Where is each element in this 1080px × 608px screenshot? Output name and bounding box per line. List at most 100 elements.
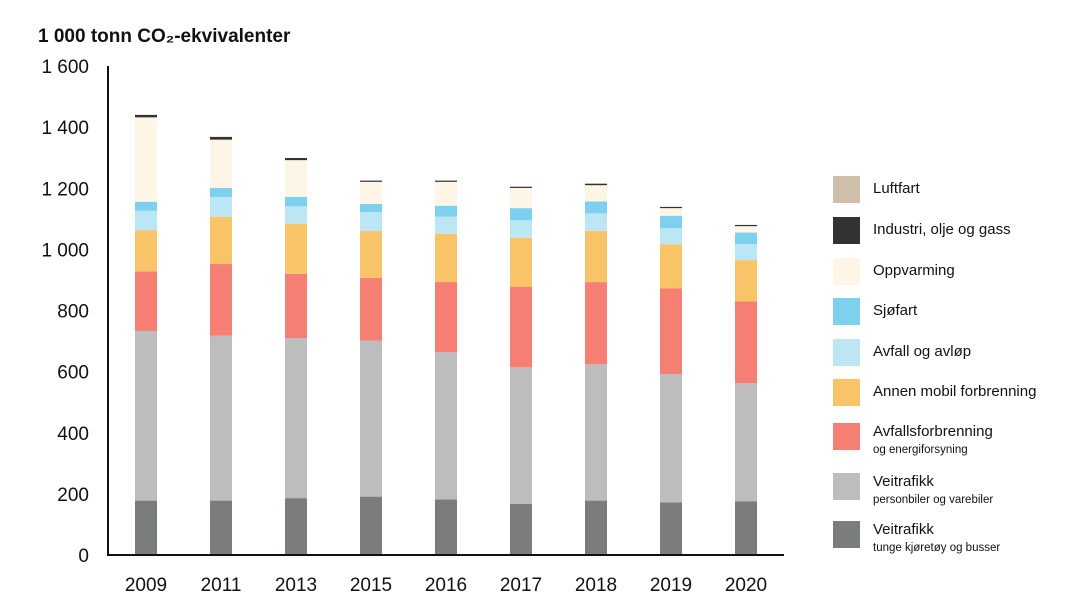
- bar-segment: [585, 282, 607, 365]
- chart-title: 1 000 tonn CO₂-ekvivalenter: [38, 26, 291, 47]
- legend-label: Oppvarming: [873, 262, 955, 279]
- bar-segment: [585, 201, 607, 214]
- x-tick-label: 2017: [500, 575, 542, 596]
- bar-segment: [435, 180, 457, 182]
- legend-sublabel: tunge kjøretøy og busser: [873, 542, 1001, 554]
- bar-segment: [735, 232, 757, 245]
- legend-swatch: [833, 521, 860, 548]
- bar-segment: [435, 181, 457, 206]
- legend-text: Veitrafikk tunge kjøretøy og busser: [873, 521, 1000, 557]
- legend-swatch: [833, 217, 860, 244]
- legend-text: Veitrafikk personbiler og varebiler: [873, 473, 993, 509]
- bar-segment: [360, 203, 382, 213]
- bar-segment: [135, 117, 157, 202]
- bar-segment: [510, 220, 532, 238]
- bar-segment: [135, 271, 157, 331]
- legend-item: Avfallsforbrenning og energiforsyning: [833, 423, 993, 459]
- bar-segment: [435, 216, 457, 234]
- bar-segment: [735, 501, 757, 555]
- legend-label: Veitrafikk: [873, 521, 934, 538]
- legend-label: Annen mobil forbrenning: [873, 383, 1037, 400]
- y-tick-label: 1 400: [41, 118, 89, 139]
- bar-segment: [660, 206, 682, 209]
- bar-segment: [135, 500, 157, 555]
- bar-segment: [285, 160, 307, 197]
- legend-item: Avfall og avløp: [833, 339, 971, 366]
- legend-text: Avfallsforbrenning og energiforsyning: [873, 423, 993, 459]
- bar-segment: [135, 114, 157, 118]
- legend-label: Sjøfart: [873, 302, 918, 319]
- y-tick-label: 1 000: [41, 240, 89, 261]
- bar-segment: [435, 282, 457, 353]
- bar-segment: [510, 237, 532, 287]
- legend-item: Luftfart: [833, 176, 920, 203]
- legend-item: Annen mobil forbrenning: [833, 379, 1036, 406]
- bar-segment: [210, 197, 232, 217]
- legend-swatch: [833, 298, 860, 325]
- bar-segment: [435, 352, 457, 500]
- legend-swatch: [833, 339, 860, 366]
- bar-segment: [510, 286, 532, 368]
- y-tick-label: 200: [57, 485, 89, 506]
- bar-segment: [735, 224, 757, 227]
- bar-segment: [360, 231, 382, 278]
- bar-segment: [735, 226, 757, 233]
- legend-text: Industri, olje og gass: [873, 217, 1011, 239]
- legend-item: Oppvarming: [833, 258, 955, 285]
- bar-segment: [210, 216, 232, 265]
- legend-label: Avfallsforbrenning: [873, 423, 993, 440]
- bar-segment: [135, 210, 157, 231]
- bar-segment: [510, 186, 532, 188]
- bar-segment: [660, 244, 682, 289]
- bar-segment: [735, 301, 757, 384]
- legend-text: Oppvarming: [873, 258, 955, 280]
- bar-segment: [735, 260, 757, 302]
- y-tick-label: 1 600: [41, 57, 89, 78]
- bar-segment: [285, 223, 307, 274]
- bar-segment: [585, 213, 607, 231]
- bar-segment: [360, 181, 382, 204]
- bar-segment: [510, 367, 532, 504]
- bar-segment: [210, 136, 232, 140]
- legend-swatch: [833, 473, 860, 500]
- bar-segment: [585, 500, 607, 555]
- legend-text: Luftfart: [873, 176, 920, 198]
- y-tick-label: 0: [78, 546, 89, 567]
- legend-swatch: [833, 379, 860, 406]
- bar-segment: [585, 364, 607, 501]
- legend-label: Industri, olje og gass: [873, 221, 1011, 238]
- bar-segment: [360, 277, 382, 341]
- bar-segment: [135, 230, 157, 272]
- bar-segment: [135, 201, 157, 211]
- bar-segment: [210, 187, 232, 198]
- legend-text: Sjøfart: [873, 298, 917, 320]
- bar-segment: [660, 288, 682, 375]
- x-tick-label: 2011: [201, 575, 242, 596]
- bar-segment: [360, 180, 382, 182]
- bar-segment: [585, 230, 607, 283]
- legend-label: Veitrafikk: [873, 473, 934, 490]
- bar-segment: [135, 330, 157, 501]
- bar-segment: [360, 212, 382, 232]
- legend-item: Industri, olje og gass: [833, 217, 1011, 244]
- legend-label: Avfall og avløp: [873, 343, 972, 360]
- legend-item: Veitrafikk tunge kjøretøy og busser: [833, 521, 1000, 557]
- bar-segment: [285, 196, 307, 207]
- bar-segment: [735, 244, 757, 261]
- bar-segment: [735, 383, 757, 502]
- x-tick-label: 2016: [425, 575, 467, 596]
- y-tick-label: 1 200: [41, 179, 89, 200]
- bar-segment: [210, 139, 232, 188]
- y-tick-label: 800: [57, 302, 89, 323]
- bar-segment: [285, 157, 307, 161]
- legend-item: Sjøfart: [833, 298, 917, 325]
- bar-segment: [510, 208, 532, 221]
- x-tick-label: 2009: [125, 575, 167, 596]
- legend-label: Luftfart: [873, 180, 920, 197]
- bar-segment: [210, 500, 232, 555]
- bar-segment: [660, 215, 682, 229]
- bar-segment: [210, 335, 232, 501]
- bar-segment: [660, 502, 682, 555]
- legend-text: Avfall og avløp: [873, 339, 971, 361]
